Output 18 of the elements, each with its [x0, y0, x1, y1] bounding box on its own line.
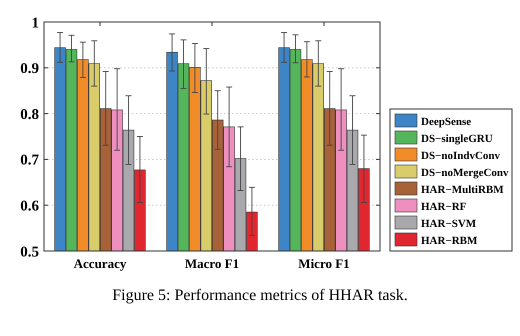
legend-label: HAR−RBM	[421, 234, 478, 247]
legend-label: DS−singleGRU	[421, 132, 493, 145]
y-tick-label: 0.8	[20, 106, 39, 123]
legend-label: HAR−MultiRBM	[421, 184, 504, 196]
legend-label: HAR−SVM	[421, 218, 477, 230]
y-tick-label: 0.7	[20, 152, 40, 169]
y-tick-label: 0.6	[20, 198, 40, 214]
y-tick-label: 0.9	[20, 61, 39, 78]
x-tick-label: Accuracy	[74, 256, 127, 271]
legend-label: DS−noMergeConv	[421, 166, 510, 179]
x-tick-label: Macro F1	[184, 256, 240, 271]
legend-label: HAR−RF	[421, 200, 467, 213]
y-tick-label: 1	[32, 15, 39, 32]
x-tick-label: Micro F1	[298, 256, 350, 271]
caption: Figure 5: Performance metrics of HHAR task.	[112, 287, 408, 304]
legend-label: DS−noIndvConv	[421, 150, 501, 162]
y-tick-label: 0.5	[20, 244, 39, 260]
legend-label: DeepSense	[421, 116, 472, 128]
